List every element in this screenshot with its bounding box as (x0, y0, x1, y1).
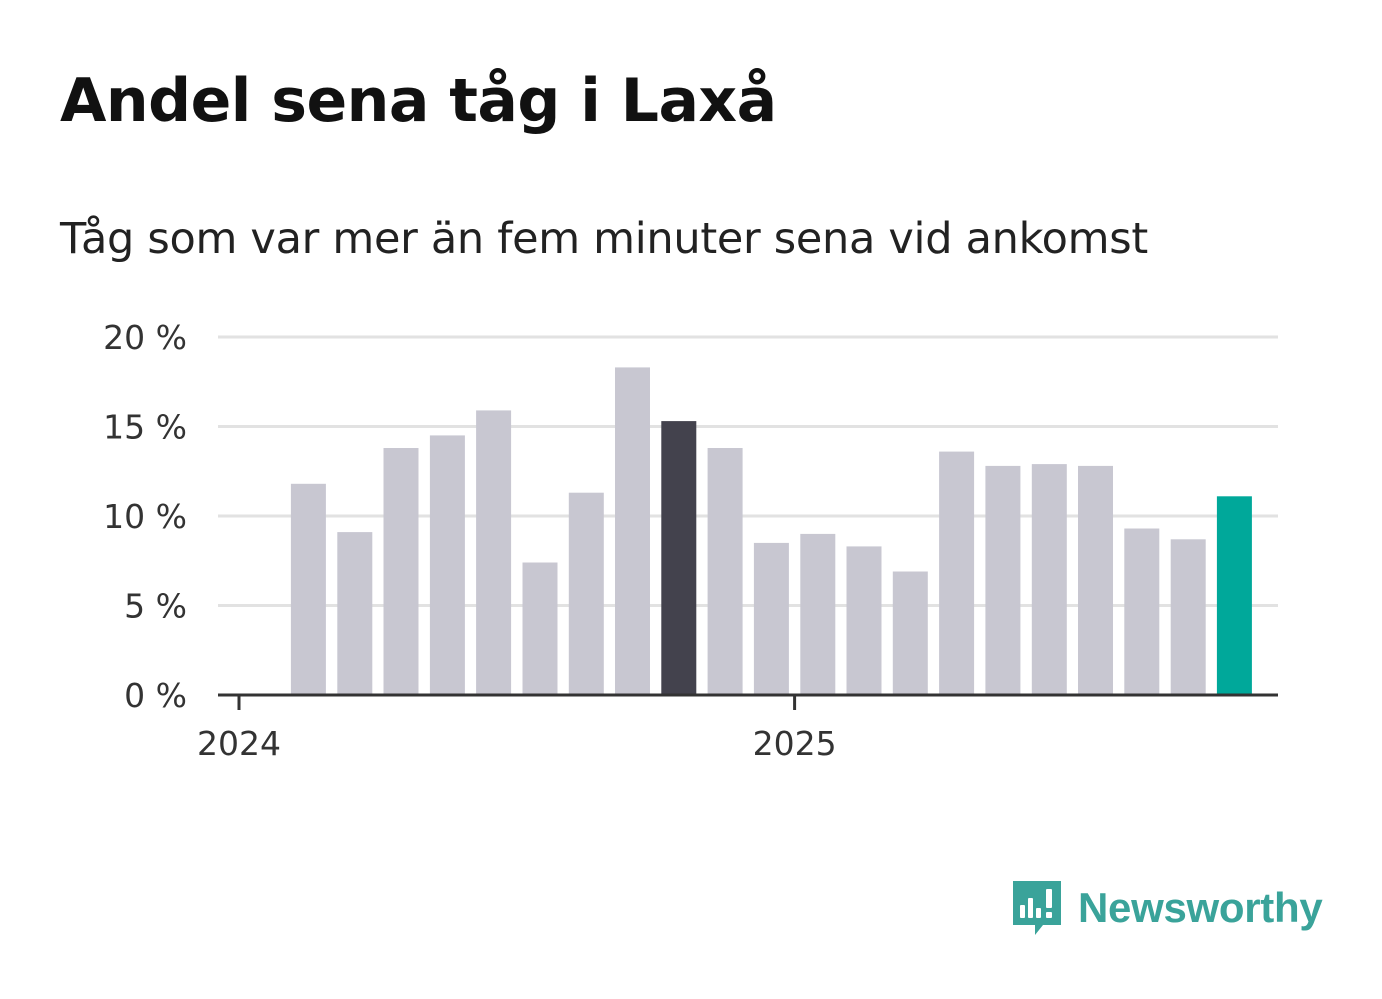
bar (1170, 539, 1206, 695)
bar (337, 532, 373, 695)
bar (290, 483, 326, 695)
axes: 0 % 5 % 10 % 15 % 20 % 2024 2025 (103, 318, 1278, 763)
bar (568, 492, 604, 695)
y-tick-label: 15 % (103, 408, 187, 447)
bar (522, 562, 558, 695)
bar (753, 542, 789, 695)
y-tick-label: 0 % (124, 676, 187, 715)
bar (476, 410, 512, 695)
bar (985, 465, 1021, 695)
bar (800, 533, 836, 695)
bar (1031, 464, 1067, 695)
chart-subtitle: Tåg som var mer än fem minuter sena vid … (60, 214, 1148, 264)
y-tick-label: 10 % (103, 497, 187, 536)
bar (1124, 528, 1160, 695)
x-tick-label: 2024 (197, 724, 281, 763)
bar (707, 448, 743, 695)
newsworthy-logo-icon (1013, 881, 1061, 935)
bar (615, 367, 650, 695)
x-tick-label: 2025 (753, 724, 837, 763)
y-tick-label: 20 % (103, 318, 187, 357)
gridlines (218, 335, 1278, 607)
bar (429, 435, 465, 695)
bar-highlight (661, 421, 697, 695)
bar (383, 448, 419, 695)
bar (939, 451, 975, 695)
newsworthy-logo: Newsworthy (1010, 878, 1323, 938)
chart-title: Andel sena tåg i Laxå (60, 66, 777, 136)
bar (1078, 465, 1113, 695)
bar (846, 546, 882, 695)
bars (290, 367, 1252, 695)
newsworthy-logo-text: Newsworthy (1078, 884, 1323, 931)
y-tick-label: 5 % (124, 587, 187, 626)
bar-latest (1216, 496, 1252, 695)
bar (892, 571, 928, 695)
